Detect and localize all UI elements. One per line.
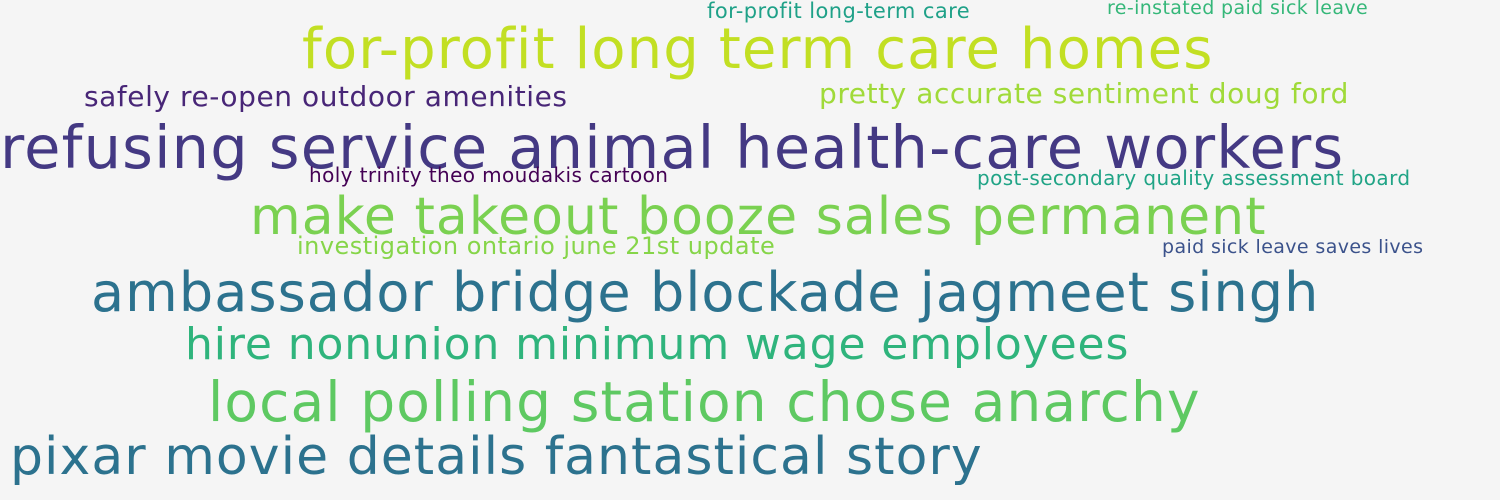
phrase-for-profit-long-term-care: for-profit long-term care [707, 0, 971, 23]
phrase-for-profit-long-term-care-homes: for-profit long term care homes [302, 17, 1214, 82]
phrase-holy-trinity-cartoon: holy trinity theo moudakis cartoon [309, 163, 669, 187]
phrase-safely-re-open-outdoor-amenities: safely re-open outdoor amenities [84, 80, 568, 113]
phrase-ambassador-bridge-blockade: ambassador bridge blockade jagmeet singh [91, 261, 1320, 324]
phrase-re-instated-paid-sick-leave: re-instated paid sick leave [1107, 0, 1369, 19]
phrase-local-polling-station: local polling station chose anarchy [208, 370, 1201, 434]
phrase-pretty-accurate-sentiment: pretty accurate sentiment doug ford [819, 77, 1349, 110]
phrase-hire-nonunion-employees: hire nonunion minimum wage employees [185, 319, 1130, 370]
phrase-paid-sick-leave-saves-lives: paid sick leave saves lives [1162, 236, 1424, 258]
phrase-make-takeout-booze-sales-permanent: make takeout booze sales permanent [250, 187, 1267, 247]
phrase-refusing-service-animal: refusing service animal health-care work… [0, 113, 1345, 182]
phrase-post-secondary-quality-board: post-secondary quality assessment board [977, 166, 1411, 190]
phrase-pixar-movie-details: pixar movie details fantastical story [10, 427, 983, 487]
phrase-investigation-ontario-update: investigation ontario june 21st update [297, 232, 776, 260]
